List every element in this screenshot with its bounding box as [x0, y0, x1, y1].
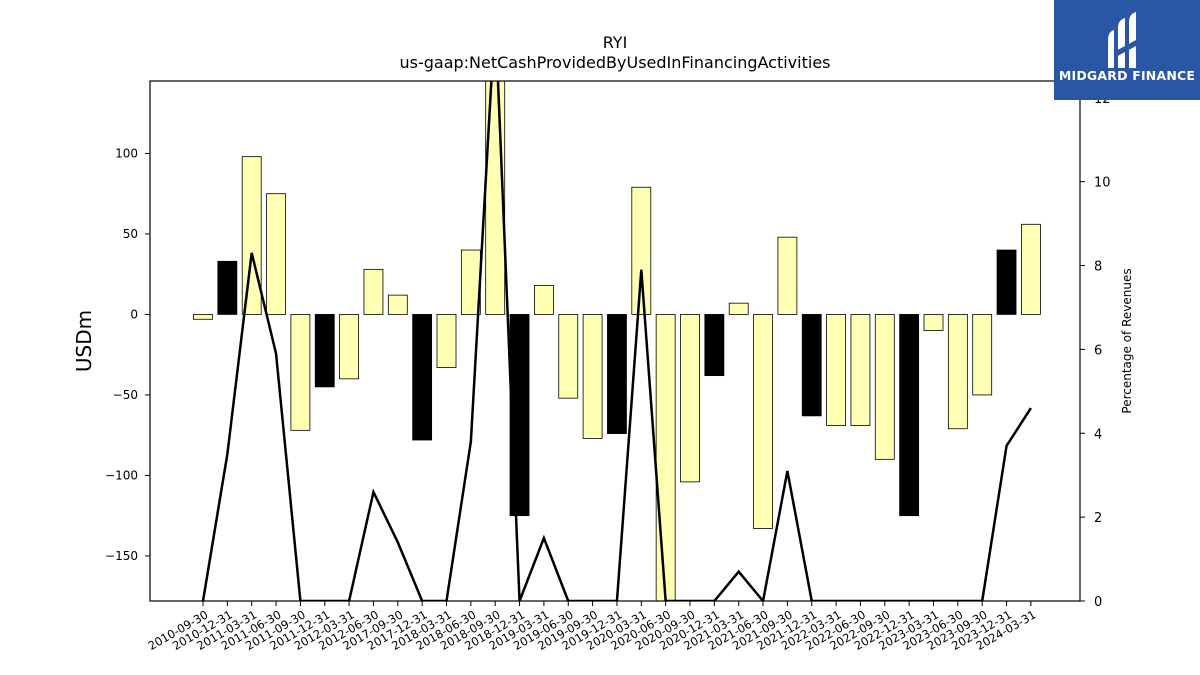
y2-tick-label: 6 — [1094, 343, 1102, 358]
bar-2023-03-31 — [923, 314, 944, 331]
bar-2023-12-31 — [996, 249, 1017, 315]
y-tick-label: 0 — [130, 307, 138, 321]
bar-2010-12-31 — [217, 260, 238, 315]
chart-title: RYI — [603, 33, 628, 52]
y-tick-label: 100 — [115, 146, 138, 160]
bar-2019-06-30 — [558, 314, 579, 399]
y2-axis-label: Percentage of Revenues — [1120, 268, 1134, 413]
bar-2020-12-31 — [704, 314, 725, 377]
bar-2020-06-30 — [655, 314, 676, 601]
bar-2012-03-31 — [339, 314, 360, 380]
bar-2018-03-31 — [436, 314, 457, 368]
y2-tick-label: 10 — [1094, 176, 1111, 191]
y-tick-label: −150 — [105, 549, 138, 563]
y2-tick-label: 0 — [1094, 595, 1102, 610]
bar-2021-12-31 — [801, 314, 822, 417]
bar-2017-09-30 — [387, 294, 408, 315]
bar-2024-03-31 — [1021, 223, 1041, 315]
bar-2019-09-30 — [582, 314, 603, 439]
y2-tick-label: 4 — [1094, 427, 1102, 442]
bar-2022-06-30 — [850, 314, 871, 426]
plot-frame — [149, 80, 1081, 602]
bar-2021-09-30 — [777, 236, 798, 315]
bar-2021-06-30 — [753, 314, 773, 529]
midgard-logo: MIDGARD FINANCE — [1054, 0, 1200, 100]
bar-2022-12-31 — [899, 314, 920, 517]
bar-2010-09-30 — [193, 314, 213, 320]
bar-2022-09-30 — [874, 314, 895, 460]
bar-2011-06-30 — [266, 193, 286, 315]
y2-tick-label: 2 — [1094, 511, 1102, 526]
bar-2012-06-30 — [363, 268, 384, 315]
y-tick-label: −50 — [113, 388, 138, 402]
y-tick-label: 50 — [123, 227, 138, 241]
y-tick-label: −100 — [105, 468, 138, 482]
bar-2017-12-31 — [412, 314, 433, 441]
bar-series — [193, 81, 1041, 601]
bar-2011-09-30 — [290, 314, 311, 431]
bar-2011-12-31 — [314, 314, 335, 388]
bar-2021-03-31 — [728, 302, 749, 315]
chart-subtitle: us-gaap:NetCashProvidedByUsedInFinancing… — [399, 53, 830, 72]
bar-2011-03-31 — [241, 156, 262, 315]
bar-2022-03-31 — [826, 314, 846, 426]
logo-text: MIDGARD FINANCE — [1058, 68, 1196, 83]
bar-2019-12-31 — [607, 314, 627, 434]
bar-2023-06-30 — [947, 314, 968, 430]
bar-2019-03-31 — [534, 285, 554, 315]
midgard-logo-icon — [1108, 12, 1136, 68]
bar-2023-09-30 — [972, 314, 993, 396]
bar-2020-09-30 — [680, 314, 700, 483]
y2-tick-label: 8 — [1094, 260, 1102, 275]
y-axis-label: USDm — [72, 310, 96, 372]
bar-2020-03-31 — [631, 186, 652, 315]
